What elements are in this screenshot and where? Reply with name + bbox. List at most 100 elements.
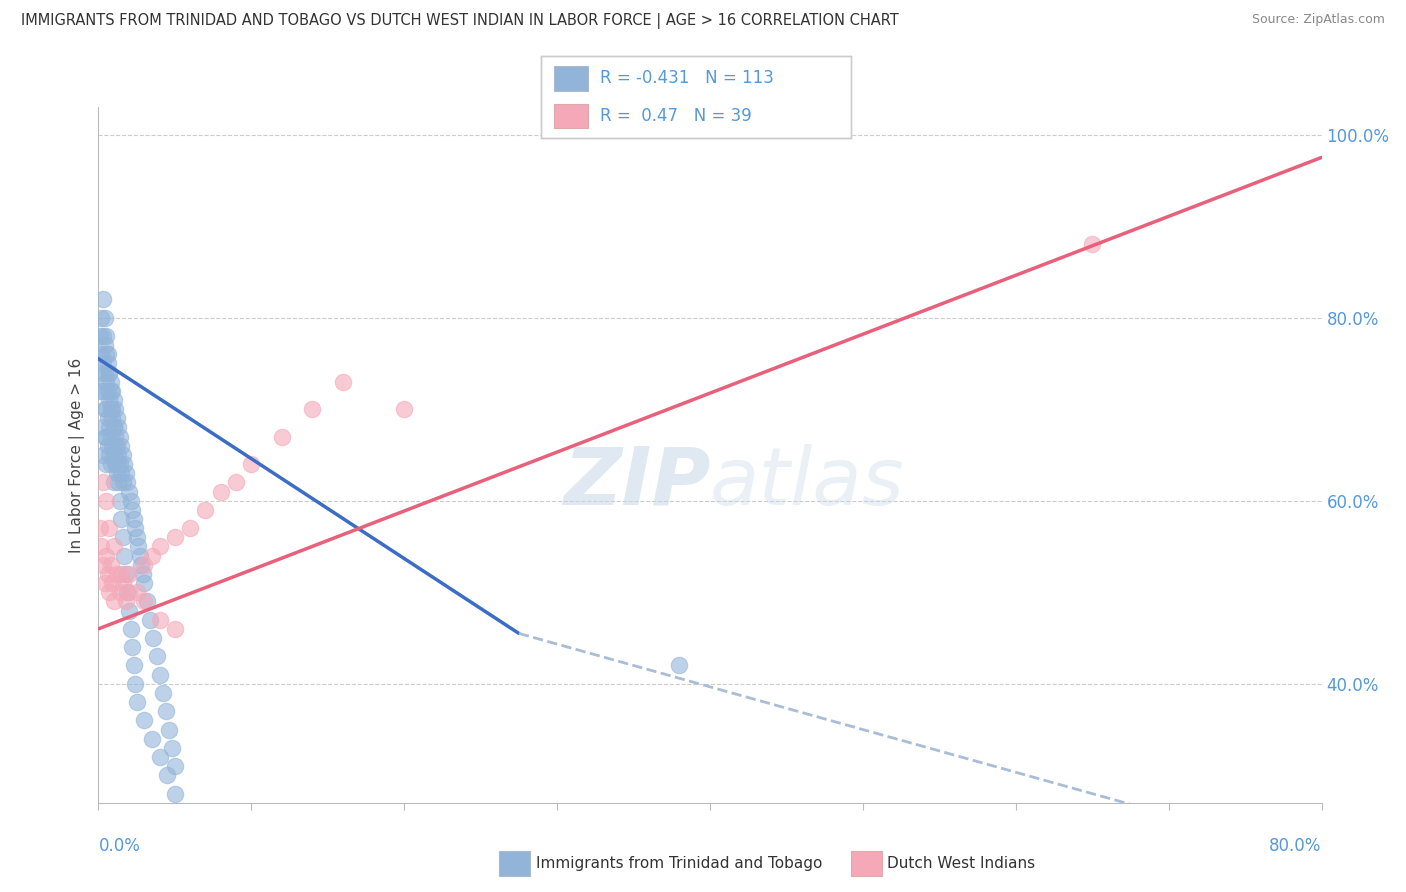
Point [136,594,159,608]
Point [93,338,115,352]
Point [103,420,125,434]
Point [101,411,124,425]
Point [120,622,142,636]
Point [105,439,128,453]
Point [93,310,115,325]
Point [160,740,183,755]
Point [105,411,128,425]
Point [127,540,149,554]
Point [97,411,120,425]
Point [134,594,156,608]
Point [104,439,127,453]
Point [91,293,114,307]
Point [89,329,111,343]
Point [110,439,132,453]
Point [90,347,112,361]
Text: 80.0%: 80.0% [1270,837,1322,855]
Point [94,549,117,563]
Point [187,841,209,855]
Point [90,384,112,398]
Point [93,576,115,591]
Point [100,384,122,398]
Text: ZIP: ZIP [562,443,710,522]
Point [101,439,124,453]
Point [104,457,127,471]
Bar [554,66,588,91]
Text: IMMIGRANTS FROM TRINIDAD AND TOBAGO VS DUTCH WEST INDIAN IN LABOR FORCE | AGE > : IMMIGRANTS FROM TRINIDAD AND TOBAGO VS D… [21,13,898,29]
Point [139,613,162,627]
Point [141,549,163,563]
Point [194,503,217,517]
Point [93,366,115,380]
Point [90,540,112,554]
Point [202,878,225,892]
Point [108,493,131,508]
Point [98,366,121,380]
Point [108,457,131,471]
Point [118,585,141,599]
Point [90,310,112,325]
Point [98,392,121,407]
Text: Dutch West Indians: Dutch West Indians [887,856,1035,871]
Text: R =  0.47   N = 39: R = 0.47 N = 39 [600,107,752,125]
Point [98,585,121,599]
Point [145,649,167,664]
Point [101,576,124,591]
Point [89,366,111,380]
Point [103,540,125,554]
Point [118,566,141,581]
Point [103,594,125,608]
Point [124,677,146,691]
Point [1081,237,1104,252]
Point [94,375,117,389]
Point [108,585,131,599]
Point [107,420,129,434]
Point [107,448,129,462]
Point [128,549,150,563]
Point [179,823,201,838]
Point [105,457,128,471]
Point [97,356,120,370]
Point [129,558,152,572]
Point [163,622,186,636]
Text: Source: ZipAtlas.com: Source: ZipAtlas.com [1251,13,1385,27]
Point [105,467,128,481]
Point [91,475,114,490]
Point [94,457,117,471]
Point [110,512,132,526]
Point [124,521,146,535]
Point [157,723,180,737]
Point [121,503,143,517]
Point [111,448,134,462]
Point [97,566,120,581]
Point [111,530,134,544]
Bar [554,103,588,128]
Point [149,667,172,681]
Y-axis label: In Labor Force | Age > 16: In Labor Force | Age > 16 [69,358,86,552]
Point [125,585,148,599]
Point [163,759,186,773]
Point [392,402,416,417]
Point [122,658,145,673]
Point [125,530,148,544]
Point [104,429,127,443]
Point [89,521,111,535]
Point [91,356,114,370]
Point [91,384,114,398]
Point [97,347,120,361]
Point [111,576,134,591]
Point [107,475,129,490]
Point [209,484,232,499]
Point [101,402,124,417]
Point [149,750,172,764]
Point [98,420,121,434]
Point [101,384,124,398]
Point [115,467,138,481]
Point [112,457,135,471]
Point [98,521,121,535]
Point [103,420,125,434]
Text: R = -0.431   N = 113: R = -0.431 N = 113 [600,70,773,87]
Point [332,375,354,389]
Point [117,475,139,490]
Point [668,658,690,673]
